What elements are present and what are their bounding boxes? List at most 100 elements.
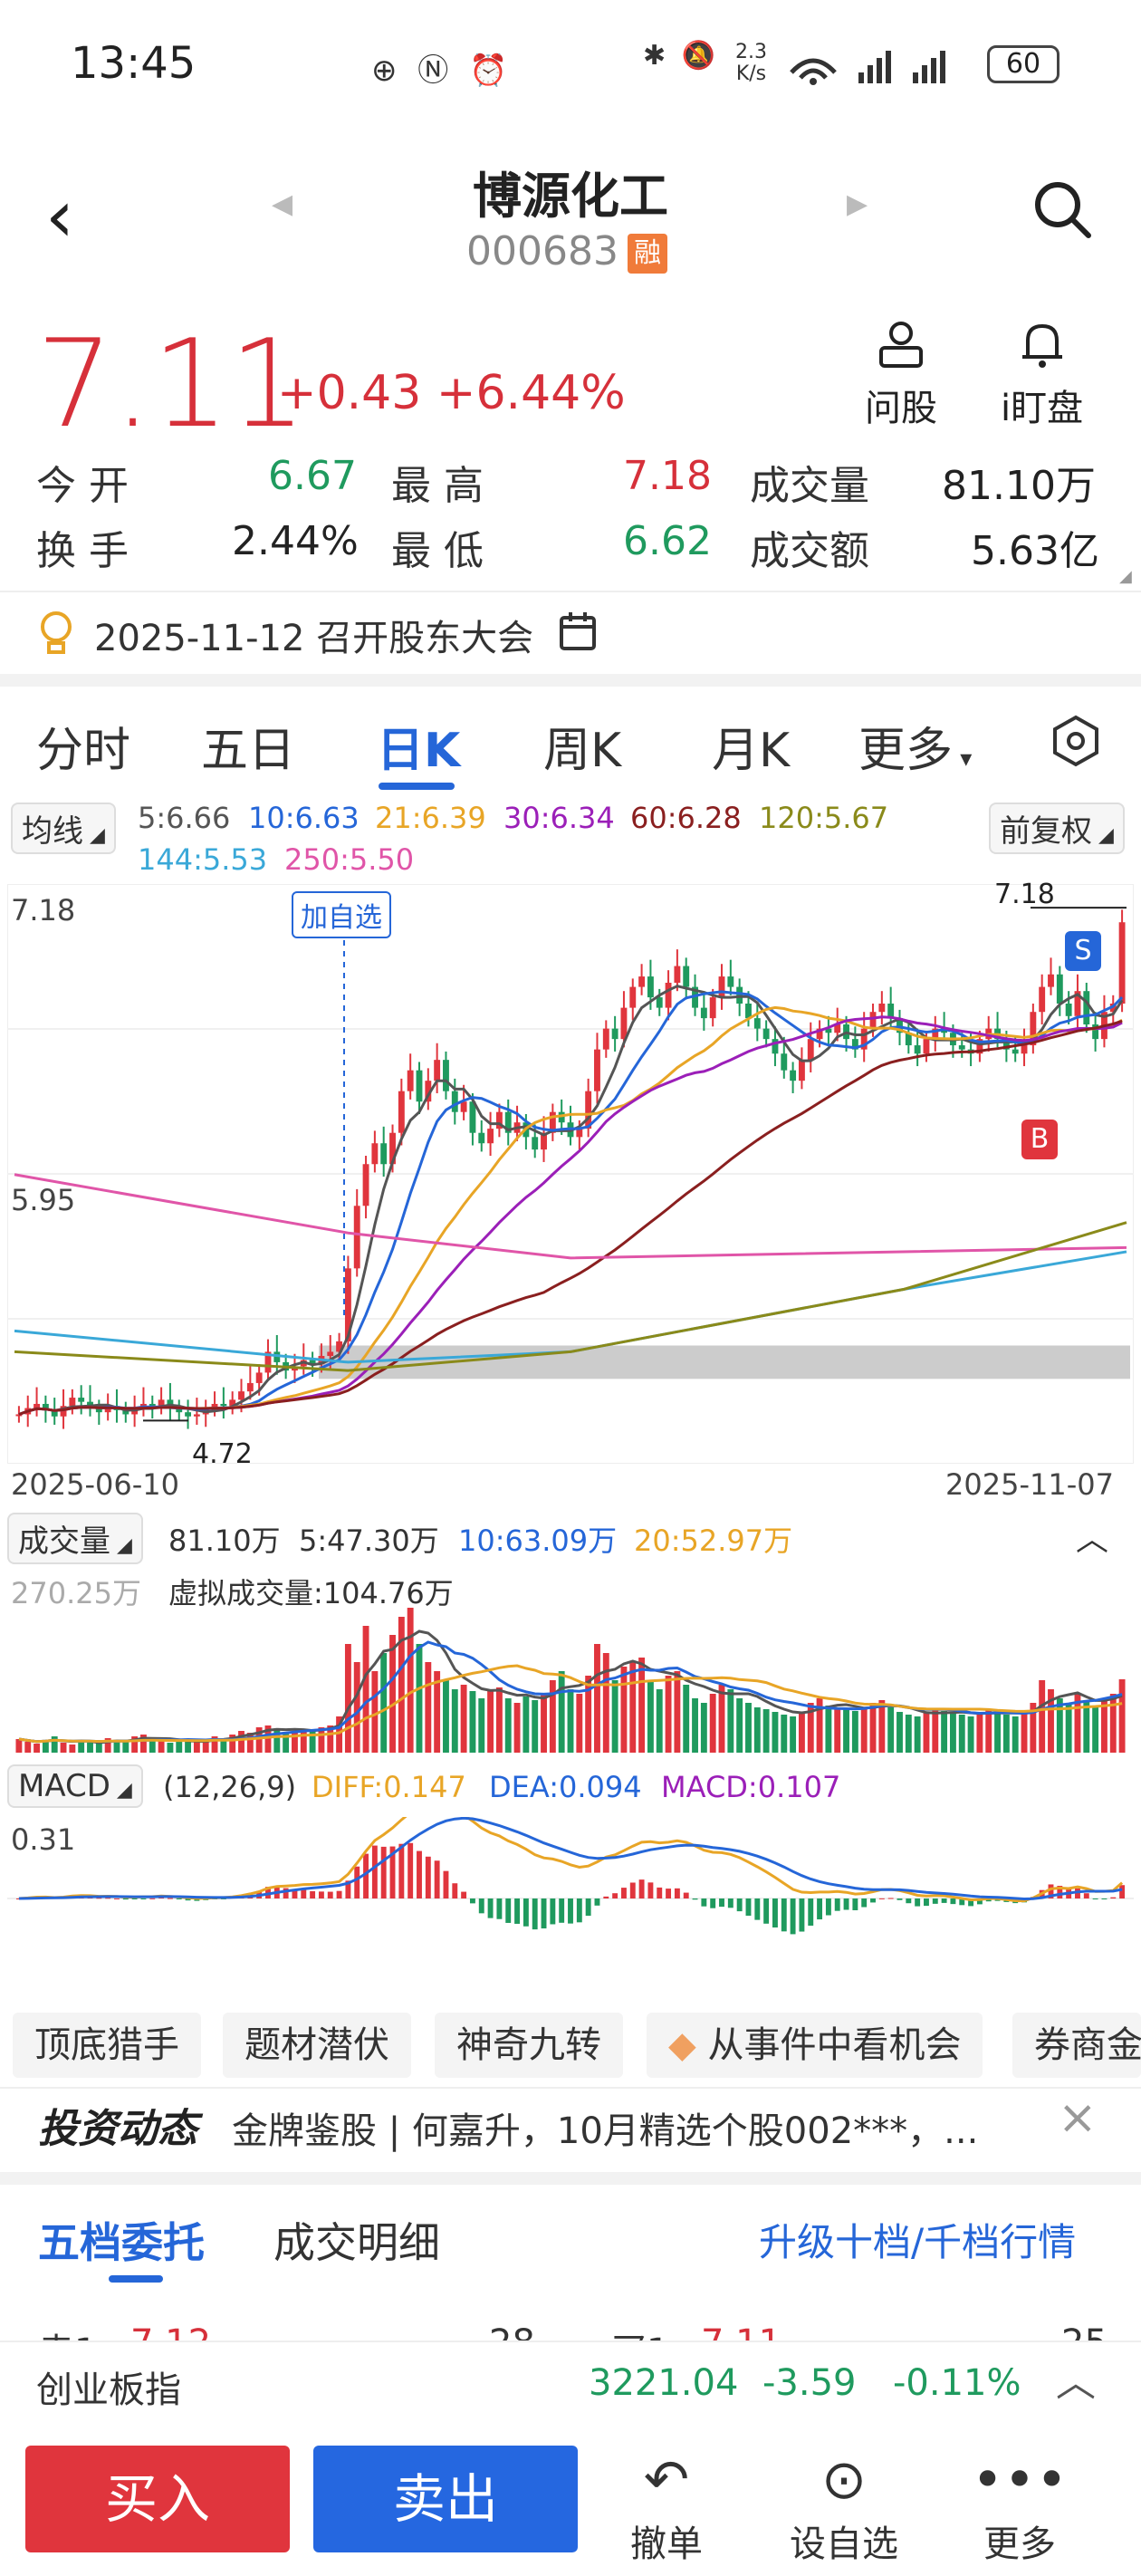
notice-text[interactable]: 2025-11-12 召开股东大会: [94, 618, 534, 659]
upgrade-quote-link[interactable]: 升级十档/千档行情: [759, 2220, 1077, 2264]
macd-bar: [371, 1845, 378, 1898]
candle-body: [905, 1033, 912, 1046]
volume-bar: [647, 1680, 654, 1753]
macd-chart[interactable]: [7, 1817, 1134, 1998]
sell-button[interactable]: 卖出: [313, 2446, 578, 2552]
volume-bar: [807, 1703, 814, 1753]
macd-bar: [719, 1898, 724, 1908]
macd-bar: [461, 1891, 467, 1898]
tab-daily-k[interactable]: 日K: [377, 724, 461, 778]
candle-body: [1021, 1045, 1028, 1054]
volume-label: 成交量: [750, 463, 869, 509]
macd-bar: [425, 1856, 431, 1898]
candle-body: [434, 1060, 441, 1081]
change-amount: +0.43: [277, 366, 422, 420]
tool-broker-picks[interactable]: 券商金股: [1012, 2013, 1141, 2078]
candle-body: [745, 1004, 752, 1019]
add-watch-marker[interactable]: 加自选: [292, 891, 391, 938]
volume-bar: [122, 1742, 129, 1753]
chevron-up-icon[interactable]: ︿: [1056, 2360, 1096, 2406]
volume-chart[interactable]: [7, 1567, 1134, 1757]
volume-selector[interactable]: 成交量 ◢: [7, 1513, 143, 1564]
macd-bar: [345, 1880, 351, 1898]
volume-bar: [700, 1703, 707, 1753]
calendar-add-icon[interactable]: [558, 610, 601, 654]
tool-theme[interactable]: 题材潜伏: [223, 2013, 411, 2078]
volume-bar: [185, 1740, 192, 1753]
stock-name: 博源化工: [473, 168, 668, 225]
candle-body: [816, 1028, 823, 1040]
volume-bar: [495, 1687, 503, 1753]
candle-body: [185, 1412, 192, 1417]
volume-bar: [753, 1707, 761, 1753]
candle-body: [1048, 974, 1054, 987]
candle-body: [389, 1132, 396, 1165]
macd-bar: [1075, 1888, 1080, 1898]
kline-chart[interactable]: [7, 884, 1134, 1464]
macd-bar: [781, 1898, 787, 1932]
candle-body: [327, 1351, 334, 1357]
volume-bar: [264, 1725, 272, 1753]
amount-value: 5.63亿: [971, 528, 1099, 574]
macd-bar: [532, 1898, 538, 1930]
back-icon[interactable]: ‹: [45, 174, 74, 258]
watch-button[interactable]: i盯盘: [1001, 319, 1083, 431]
candle-body: [683, 966, 690, 987]
macd-bar: [292, 1889, 298, 1898]
net-speed: 2.3 K/s: [735, 42, 767, 85]
search-icon[interactable]: [1032, 179, 1092, 239]
prev-stock-icon[interactable]: ◀: [272, 188, 293, 220]
tab-monthly-k[interactable]: 月K: [712, 724, 791, 778]
volume-bar: [1039, 1680, 1046, 1753]
high-label: 最 高: [391, 463, 484, 509]
next-stock-icon[interactable]: ▶: [847, 188, 868, 220]
candle-body: [60, 1406, 67, 1417]
set-watch-button[interactable]: ⊙ 设自选: [781, 2446, 907, 2567]
tool-nine-turn[interactable]: 神奇九转: [435, 2013, 623, 2078]
status-notification-icons: ⊕ Ⓝ ⏰: [371, 53, 513, 89]
tab-order-book[interactable]: 五档委托: [38, 2218, 205, 2267]
candle-body: [34, 1403, 40, 1408]
candle-body: [487, 1129, 494, 1144]
collapse-up-icon[interactable]: ︿: [1076, 1521, 1109, 1558]
news-text[interactable]: 金牌鉴股 | 何嘉升，10月精选个股002***，...: [232, 2110, 979, 2152]
tab-more[interactable]: 更多 ▾: [858, 712, 972, 780]
buy-signal-badge[interactable]: B: [1021, 1120, 1058, 1159]
macd-bar: [514, 1898, 521, 1924]
tool-top-bottom[interactable]: 顶底猎手: [13, 2013, 201, 2078]
adjust-selector[interactable]: 前复权 ◢: [989, 803, 1125, 854]
tab-intraday[interactable]: 分时: [36, 724, 131, 778]
volume-bar: [104, 1738, 111, 1753]
candle-body: [69, 1398, 76, 1407]
candle-body: [638, 976, 646, 987]
index-bar[interactable]: [0, 2341, 1141, 2427]
tab-five-day[interactable]: 五日: [201, 724, 296, 778]
buy-button[interactable]: 买入: [25, 2446, 290, 2552]
volume-bar: [416, 1644, 423, 1753]
cancel-order-button[interactable]: ↶ 撤单: [603, 2446, 730, 2567]
more-button[interactable]: ••• 更多: [956, 2446, 1083, 2567]
expand-corner-icon[interactable]: ◢: [1119, 567, 1132, 586]
divider: [0, 591, 1141, 592]
close-icon[interactable]: ×: [1058, 2091, 1098, 2145]
macd-selector[interactable]: MACD ◢: [7, 1764, 143, 1808]
tab-weekly-k[interactable]: 周K: [543, 724, 622, 778]
volume-bar: [451, 1689, 458, 1753]
sell-signal-badge[interactable]: S: [1065, 931, 1101, 971]
tool-event-chance[interactable]: ◆ 从事件中看机会: [647, 2013, 983, 2078]
candle-body: [460, 1101, 467, 1112]
macd-bar: [541, 1898, 547, 1929]
candle-body: [273, 1351, 281, 1362]
ma-selector[interactable]: 均线 ◢: [11, 803, 116, 854]
ask-stock-label: 问股: [865, 388, 937, 429]
macd-bar: [959, 1898, 965, 1906]
macd-bar: [496, 1898, 503, 1919]
candle-body: [629, 986, 637, 1008]
tab-trade-detail[interactable]: 成交明细: [273, 2218, 440, 2267]
ask-stock-button[interactable]: 问股: [865, 319, 937, 431]
chevron-down-icon: ◢: [110, 1534, 132, 1557]
candle-body: [914, 1045, 921, 1054]
macd-bar: [976, 1898, 983, 1905]
settings-hex-icon[interactable]: [1049, 714, 1103, 768]
volume-bar: [860, 1707, 868, 1753]
